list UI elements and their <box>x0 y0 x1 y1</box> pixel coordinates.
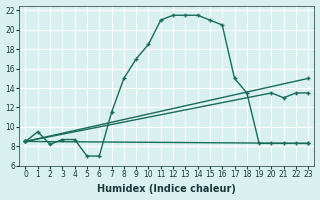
X-axis label: Humidex (Indice chaleur): Humidex (Indice chaleur) <box>98 184 236 194</box>
